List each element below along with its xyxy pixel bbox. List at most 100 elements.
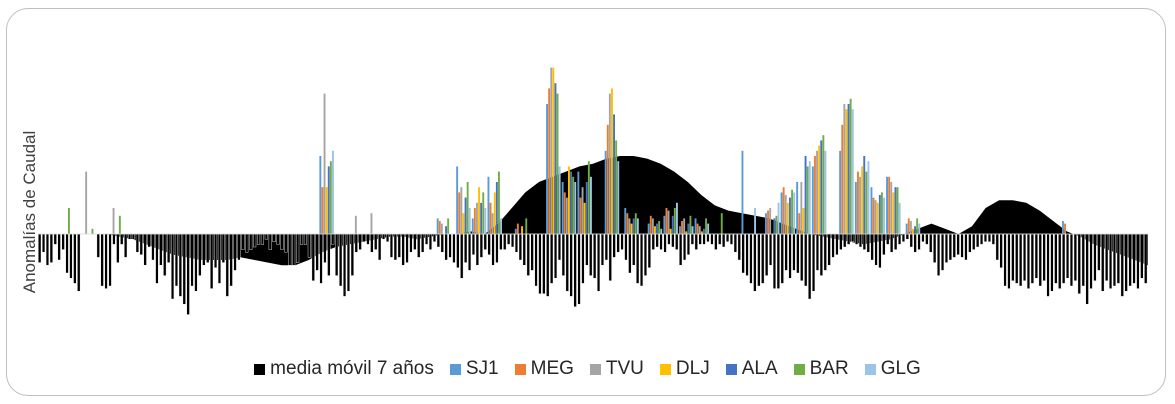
bar-ala (570, 171, 572, 234)
anomaly-bar (127, 233, 132, 240)
anomaly-bar (518, 233, 522, 261)
anomaly-bar (808, 233, 812, 300)
anomaly-bar (233, 233, 237, 271)
bar-glg (851, 109, 854, 234)
anomaly-bar (425, 233, 429, 245)
anomaly-bar (452, 233, 456, 263)
anomaly-bar (667, 233, 671, 245)
anomaly-bar (620, 233, 624, 250)
bar-dlj (568, 166, 570, 234)
anomaly-bar (495, 233, 499, 263)
bar-tvu (890, 182, 893, 234)
anomaly-bar (1097, 233, 1101, 271)
anomaly-bar (483, 233, 487, 250)
anomaly-bar (1026, 233, 1030, 289)
bar-tvu (874, 200, 877, 234)
anomaly-bar (600, 233, 604, 266)
anomaly-bar (1077, 233, 1081, 294)
anomaly-bar (276, 233, 280, 245)
bar-meg (649, 215, 652, 234)
anomaly-bar (45, 233, 49, 266)
bar-meg (563, 192, 566, 234)
anomaly-bar (1132, 233, 1136, 284)
anomaly-bar (378, 233, 382, 261)
anomaly-bar (386, 233, 390, 243)
bar-bar (91, 228, 94, 234)
bar-bar (587, 161, 590, 234)
anomaly-bar (640, 233, 644, 287)
anomaly-bar (823, 233, 827, 271)
anomaly-bar (1128, 233, 1132, 287)
bar-sj1 (561, 182, 564, 234)
bar-bar (896, 187, 899, 234)
bar-sj1 (780, 192, 783, 234)
anomaly-bar (42, 233, 46, 253)
bar-tvu (460, 187, 463, 234)
anomaly-bar (147, 233, 151, 248)
moving-average-area (38, 156, 1148, 266)
bar-glg (867, 161, 870, 234)
bar-sj1 (870, 187, 873, 234)
anomaly-bar (862, 233, 866, 250)
anomaly-bar (726, 233, 730, 243)
bar-glg (691, 226, 694, 234)
anomaly-bar (835, 233, 839, 255)
bar-glg (793, 192, 796, 234)
anomaly-bar (96, 233, 100, 258)
anomaly-bar (167, 233, 171, 263)
bar-ala (820, 140, 823, 234)
bar-bar (865, 171, 868, 234)
anomaly-bar (882, 233, 886, 255)
bar-ala (327, 166, 330, 234)
bar-tvu (491, 213, 494, 234)
bar-meg (606, 124, 609, 234)
legend-label: DLJ (675, 358, 710, 379)
anomaly-bar (976, 233, 980, 248)
anomaly-bar (866, 233, 870, 253)
anomaly-bar (554, 233, 558, 279)
bar-bar (658, 221, 661, 234)
anomaly-bar (796, 233, 800, 274)
anomaly-bar (753, 233, 757, 292)
anomaly-bar (1030, 233, 1034, 284)
anomaly-bar (382, 233, 386, 240)
anomaly-bar (686, 233, 690, 255)
anomaly-bar (573, 233, 577, 308)
anomaly-bar (675, 233, 679, 250)
bar-dlj (912, 228, 914, 234)
bar-meg (767, 210, 769, 234)
anomaly-bar (315, 233, 319, 271)
anomaly-bar (714, 233, 718, 250)
bar-meg (548, 88, 551, 235)
bar-sj1 (471, 218, 474, 234)
bar-ala (656, 223, 658, 234)
anomaly-bar (769, 233, 773, 266)
anomaly-bar (327, 233, 331, 276)
anomaly-bar (300, 233, 304, 245)
anomaly-bar (581, 233, 585, 284)
bar-tvu (667, 210, 670, 234)
anomaly-bar (307, 233, 311, 258)
anomaly-bar (1144, 233, 1148, 284)
bar-dlj (521, 226, 523, 234)
y-axis-label: Anomalías de Caudal (20, 130, 39, 294)
bar-sj1 (624, 208, 627, 234)
anomaly-bar (323, 233, 327, 263)
anomaly-bar (249, 233, 253, 250)
anomaly-bar (987, 233, 991, 243)
anomaly-bar (268, 233, 272, 250)
anomaly-bar (479, 233, 483, 258)
anomaly-bar (1011, 233, 1015, 281)
legend-swatch (725, 363, 737, 375)
anomaly-bar (511, 233, 515, 248)
bar-ala (847, 104, 850, 234)
bar-bar (615, 140, 618, 234)
anomaly-bar (745, 233, 749, 276)
anomaly-bar (116, 233, 120, 263)
anomaly-bar (108, 233, 112, 287)
bar-dlj (654, 226, 656, 234)
anomaly-bar (178, 233, 182, 297)
anomaly-bar (952, 233, 956, 258)
anomaly-bar (413, 233, 417, 250)
